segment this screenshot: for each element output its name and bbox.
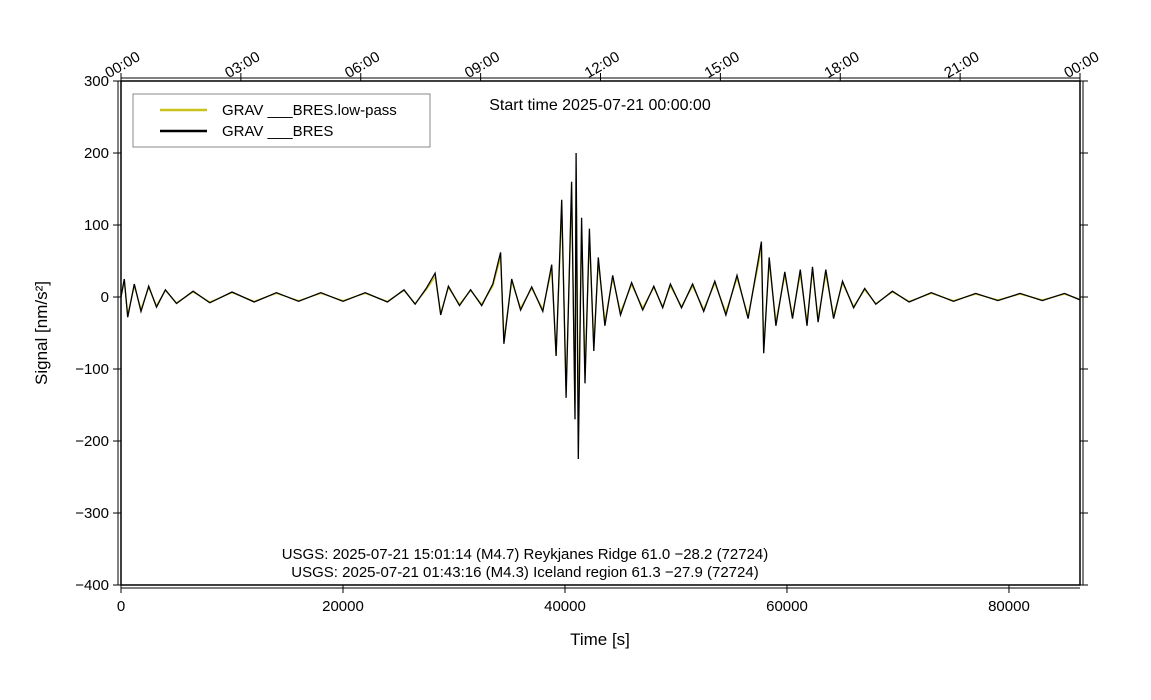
x2-tick-label: 12:00	[582, 48, 623, 81]
x2-tick-label: 21:00	[941, 48, 982, 81]
plot-frame	[120, 80, 1081, 586]
y-axis-label: Signal [nm/s²]	[32, 281, 51, 385]
legend-label: GRAV ___BRES	[222, 123, 333, 140]
annotation: USGS: 2025-07-21 01:43:16 (M4.3) Iceland…	[291, 564, 758, 581]
legend-box	[132, 93, 431, 148]
y-tick-label: 0	[101, 289, 109, 306]
x-tick-label: 60000	[766, 598, 808, 615]
legend-label: GRAV ___BRES.low-pass	[222, 102, 397, 119]
x2-tick-label: 06:00	[342, 48, 383, 81]
x2-tick-label: 09:00	[462, 48, 503, 81]
x2-tick-label: 00:00	[1061, 48, 1102, 81]
x2-tick-label: 18:00	[821, 48, 862, 81]
x-axis-label: Time [s]	[570, 630, 630, 649]
x2-tick-label: 03:00	[222, 48, 263, 81]
x-tick-label: 0	[117, 598, 125, 615]
x-tick-label: 40000	[544, 598, 586, 615]
y-tick-label: −100	[75, 361, 109, 378]
y-tick-label: −300	[75, 505, 109, 522]
x-tick-label: 80000	[988, 598, 1030, 615]
x2-tick-label: 15:00	[702, 48, 743, 81]
annotation: USGS: 2025-07-21 15:01:14 (M4.7) Reykjan…	[282, 546, 769, 563]
y-tick-label: 100	[84, 217, 109, 234]
x2-tick-label: 00:00	[102, 48, 143, 81]
y-tick-label: 300	[84, 73, 109, 90]
chart-title: Start time 2025-07-21 00:00:00	[489, 97, 711, 114]
x-tick-label: 20000	[322, 598, 364, 615]
series-line	[120, 152, 1081, 460]
y-tick-label: −400	[75, 577, 109, 594]
y-tick-label: −200	[75, 433, 109, 450]
series-line	[120, 167, 1081, 420]
y-tick-label: 200	[84, 145, 109, 162]
